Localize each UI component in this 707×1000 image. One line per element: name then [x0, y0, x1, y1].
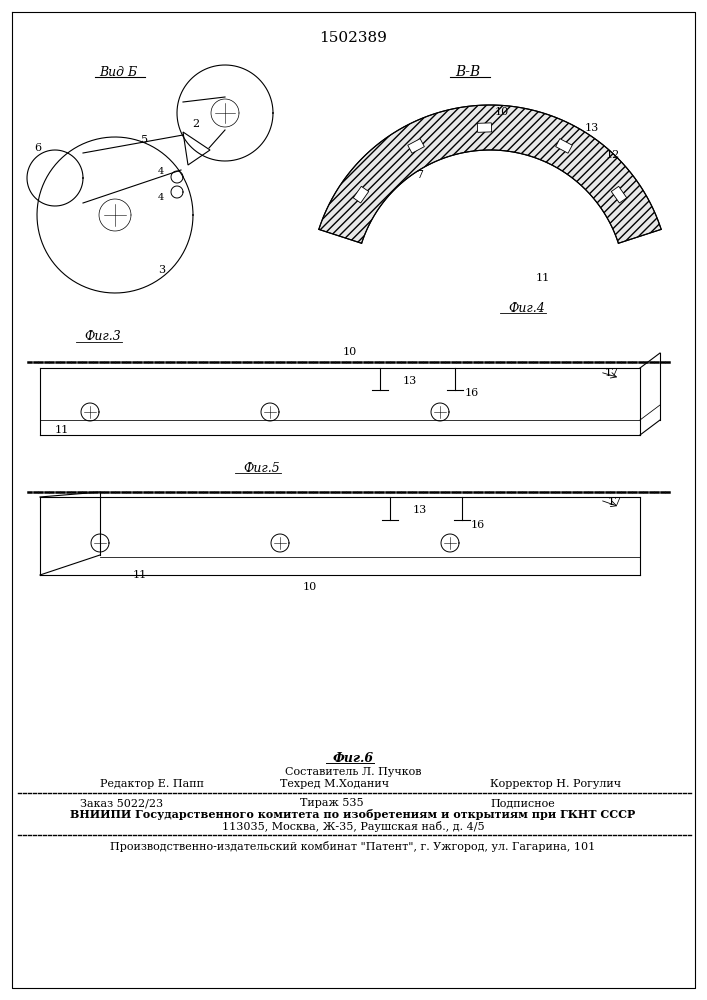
Text: 2: 2 — [192, 119, 199, 129]
Polygon shape — [319, 105, 661, 243]
Text: 10: 10 — [495, 107, 509, 117]
Text: 4: 4 — [158, 192, 164, 202]
Text: 13: 13 — [413, 505, 427, 515]
Text: ВНИИПИ Государственного комитета по изобретениям и открытиям при ГКНТ СССР: ВНИИПИ Государственного комитета по изоб… — [71, 810, 636, 820]
Text: 7: 7 — [416, 170, 423, 180]
Text: 6: 6 — [35, 143, 42, 153]
Text: 11: 11 — [536, 273, 550, 283]
Text: Фиг.3: Фиг.3 — [85, 330, 122, 344]
Text: 12: 12 — [606, 150, 620, 160]
Polygon shape — [354, 186, 368, 203]
Text: 5: 5 — [141, 135, 148, 145]
Text: 113035, Москва, Ж-35, Раушская наб., д. 4/5: 113035, Москва, Ж-35, Раушская наб., д. … — [222, 820, 484, 832]
Text: 3: 3 — [158, 265, 165, 275]
Text: 10: 10 — [343, 347, 357, 357]
Text: Фиг.4: Фиг.4 — [508, 302, 545, 314]
Text: 13: 13 — [403, 376, 417, 386]
Text: 17: 17 — [608, 497, 622, 507]
Text: Редактор Е. Папп: Редактор Е. Папп — [100, 779, 204, 789]
Polygon shape — [556, 139, 572, 153]
Text: Вид Б: Вид Б — [99, 66, 137, 79]
Text: 4: 4 — [158, 167, 164, 176]
Text: 11: 11 — [55, 425, 69, 435]
Text: В-В: В-В — [455, 65, 481, 79]
Text: 10: 10 — [303, 582, 317, 592]
Polygon shape — [477, 123, 491, 132]
Text: Составитель Л. Пучков: Составитель Л. Пучков — [285, 767, 421, 777]
Text: 13: 13 — [585, 123, 599, 133]
Text: 11: 11 — [133, 570, 147, 580]
Text: Производственно-издательский комбинат "Патент", г. Ужгород, ул. Гагарина, 101: Производственно-издательский комбинат "П… — [110, 842, 595, 852]
Text: 16: 16 — [471, 520, 485, 530]
Text: Заказ 5022/23: Заказ 5022/23 — [80, 798, 163, 808]
Polygon shape — [408, 139, 424, 153]
Text: Фиг.6: Фиг.6 — [332, 752, 373, 764]
Text: 17: 17 — [605, 368, 619, 378]
Text: 1502389: 1502389 — [319, 31, 387, 45]
Polygon shape — [612, 186, 626, 203]
Text: 16: 16 — [465, 388, 479, 398]
Text: Подписное: Подписное — [490, 798, 555, 808]
Text: Корректор Н. Рогулич: Корректор Н. Рогулич — [490, 779, 621, 789]
Text: Тираж 535: Тираж 535 — [300, 798, 363, 808]
Text: Техред М.Ходанич: Техред М.Ходанич — [280, 779, 389, 789]
Text: Фиг.5: Фиг.5 — [244, 462, 281, 475]
